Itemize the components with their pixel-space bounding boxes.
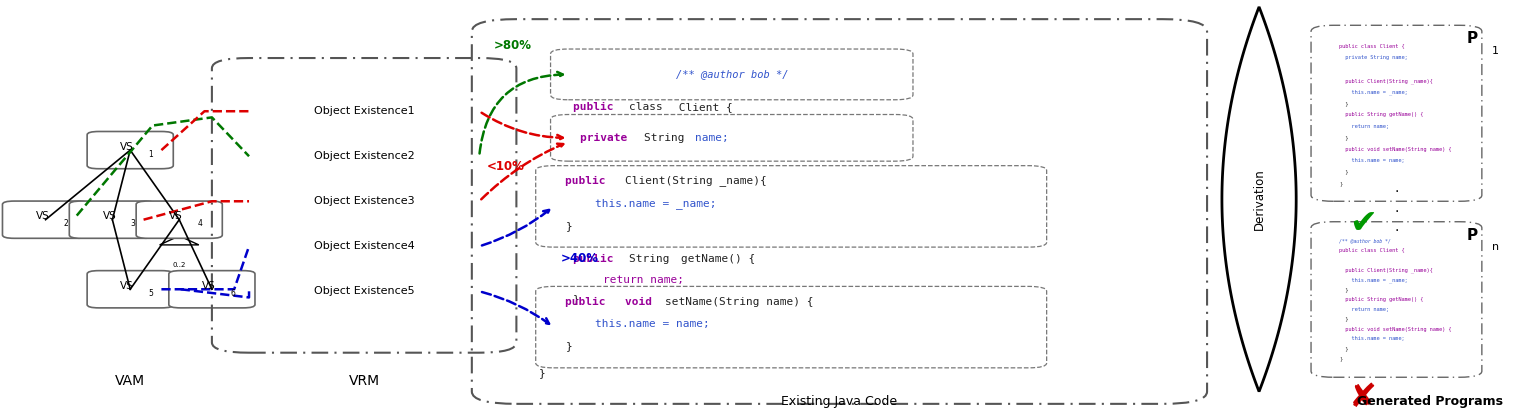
FancyBboxPatch shape [70,201,155,238]
Text: getName() {: getName() { [682,254,756,264]
FancyBboxPatch shape [3,201,88,238]
Text: ·
·
·: · · · [1394,185,1398,238]
Text: >40%: >40% [562,252,600,265]
Text: }: } [565,221,572,231]
Text: VS: VS [170,211,184,221]
Text: VS: VS [36,211,50,221]
Text: class: class [630,102,663,112]
Text: name;: name; [695,133,729,143]
Text: }: } [572,294,580,304]
Text: Derivation: Derivation [1252,168,1266,230]
Text: /** @author bob */: /** @author bob */ [1339,238,1390,243]
Text: 2: 2 [64,219,68,228]
Text: public: public [565,176,613,186]
Text: 3: 3 [131,219,135,228]
Text: }: } [539,368,545,378]
Text: P: P [1466,228,1479,243]
Text: 5: 5 [149,289,153,298]
Text: VAM: VAM [115,374,146,389]
Text: }: } [1339,170,1348,175]
Text: public class Client {: public class Client { [1339,248,1404,253]
Text: }: } [1339,346,1348,351]
FancyBboxPatch shape [87,270,173,308]
Text: P: P [1466,32,1479,47]
Text: public void setName(String name) {: public void setName(String name) { [1339,147,1451,152]
Text: public Client(String _name){: public Client(String _name){ [1339,78,1433,84]
Text: Client {: Client { [672,102,733,112]
Text: setName(String name) {: setName(String name) { [665,297,814,307]
Text: ✘: ✘ [1350,381,1377,414]
Text: Object Existence5: Object Existence5 [314,286,414,296]
Text: return name;: return name; [1339,124,1389,129]
Text: return name;: return name; [1339,307,1389,312]
FancyBboxPatch shape [87,131,173,169]
Text: this.name = _name;: this.name = _name; [595,198,716,209]
Text: public: public [572,254,619,264]
Text: }: } [1339,135,1348,140]
Text: public: public [572,102,619,112]
Text: 1: 1 [1492,46,1500,56]
Text: String: String [644,133,691,143]
Text: this.name = _name;: this.name = _name; [1339,89,1409,95]
Text: <10%: <10% [487,160,525,173]
Text: this.name = name;: this.name = name; [1339,158,1404,163]
Text: VS: VS [103,211,117,221]
Text: 0..2: 0..2 [173,262,185,268]
Text: }: } [1339,356,1342,361]
Text: }: } [1339,181,1342,186]
Text: VS: VS [202,281,216,291]
Text: Object Existence1: Object Existence1 [314,106,414,116]
Text: 4: 4 [197,219,202,228]
Text: }: } [565,341,572,352]
Text: this.name = name;: this.name = name; [1339,336,1404,341]
Text: Generated Programs: Generated Programs [1357,395,1503,408]
Text: Existing Java Code: Existing Java Code [782,395,897,408]
FancyBboxPatch shape [168,270,255,308]
Text: VS: VS [120,281,134,291]
Text: VRM: VRM [349,374,380,389]
Text: public String getName() {: public String getName() { [1339,297,1424,302]
FancyBboxPatch shape [137,201,222,238]
Text: public String getName() {: public String getName() { [1339,113,1424,118]
Text: VS: VS [120,142,134,152]
Text: Client(String _name){: Client(String _name){ [625,176,767,186]
Text: }: } [1339,317,1348,322]
Polygon shape [1222,7,1296,391]
Text: }: } [1339,101,1348,106]
Text: n: n [1492,242,1500,252]
Text: public class Client {: public class Client { [1339,44,1404,49]
Text: private: private [580,133,635,143]
Text: 6: 6 [231,289,235,298]
Text: return name;: return name; [603,275,683,285]
Text: }: } [1339,287,1348,292]
Text: >80%: >80% [495,39,533,52]
Text: this.name = name;: this.name = name; [595,319,710,329]
Text: public Client(String _name){: public Client(String _name){ [1339,268,1433,273]
Text: String: String [630,254,677,264]
Text: 1: 1 [149,150,153,159]
Text: void: void [625,297,659,307]
Text: /** @author bob */: /** @author bob */ [676,69,788,79]
Text: public void setName(String name) {: public void setName(String name) { [1339,326,1451,331]
Text: this.name = _name;: this.name = _name; [1339,277,1409,283]
Text: Object Existence3: Object Existence3 [314,196,414,206]
Text: private String name;: private String name; [1339,55,1409,60]
Text: Object Existence2: Object Existence2 [314,151,414,161]
Text: Object Existence4: Object Existence4 [314,241,414,251]
Text: ✔: ✔ [1350,207,1377,240]
Text: public: public [565,297,613,307]
